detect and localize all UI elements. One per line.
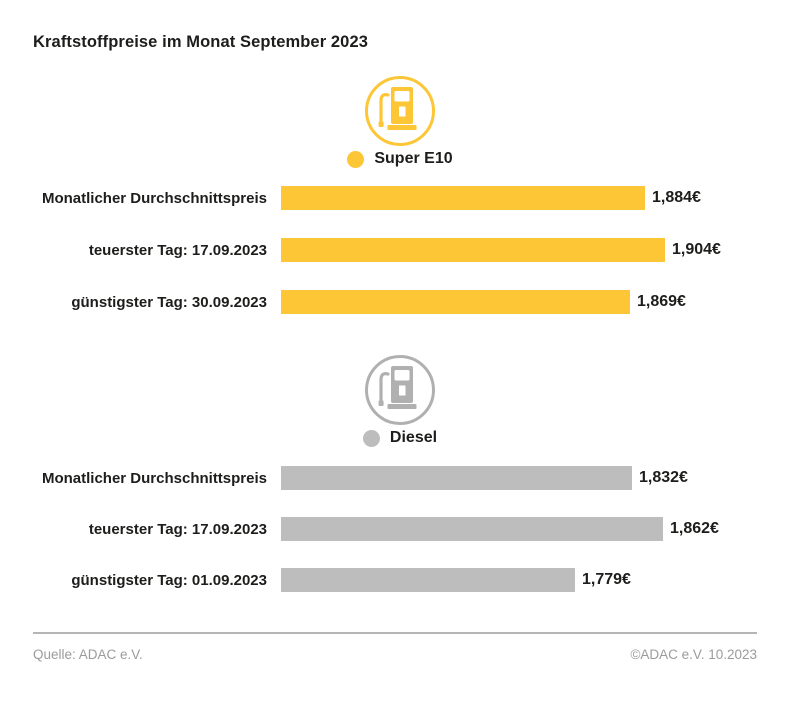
bar-value: 1,862€ (670, 520, 719, 537)
bar-label: teuerster Tag: 17.09.2023 (88, 241, 267, 259)
bar (281, 466, 632, 490)
legend-diesel: Diesel (362, 429, 438, 447)
fuel-pump-icon (364, 354, 436, 426)
bar-label: günstigster Tag: 01.09.2023 (71, 571, 267, 589)
fuel-pump-icon (365, 355, 435, 425)
bar-row: teuerster Tag: 17.09.2023 1,904€ (33, 238, 800, 262)
bar-label: teuerster Tag: 17.09.2023 (88, 520, 267, 538)
bar (281, 290, 630, 314)
bar-label: günstigster Tag: 30.09.2023 (71, 293, 267, 311)
bar-value: 1,904€ (672, 241, 721, 258)
fuel-pump-icon (364, 75, 436, 147)
bar-label: Monatlicher Durchschnittspreis (41, 469, 267, 487)
bar-rows: Monatlicher Durchschnittspreis 1,884€ teue… (33, 186, 800, 314)
source-credit: Quelle: ADAC e.V. (33, 647, 143, 662)
bar-value: 1,779€ (582, 571, 631, 588)
legend-dot (347, 150, 365, 168)
section-diesel: Diesel Monatlicher Durchschnittspreis 1,8… (0, 354, 800, 614)
bar-value: 1,832€ (639, 469, 688, 486)
bar (281, 568, 575, 592)
legend-label: Diesel (389, 429, 438, 446)
bar (281, 238, 665, 262)
bar-value: 1,884€ (652, 189, 701, 206)
section-super-e10: Super E10 Monatlicher Durchschnittspreis… (0, 75, 800, 339)
bar-rows: Monatlicher Durchschnittspreis 1,832€ teue… (33, 466, 800, 592)
footer-divider (33, 632, 757, 634)
bar (281, 186, 645, 210)
bar (281, 517, 663, 541)
bar-row: günstigster Tag: 01.09.2023 1,779€ (33, 568, 800, 592)
copyright-note: ©ADAC e.V. 10.2023 (630, 647, 757, 662)
bar-value: 1,869€ (637, 293, 686, 310)
legend-dot (362, 429, 380, 447)
legend-super-e10: Super E10 (347, 150, 453, 168)
bar-row: Monatlicher Durchschnittspreis 1,884€ (33, 186, 800, 210)
fuel-pump-icon (365, 76, 435, 146)
legend-label: Super E10 (374, 150, 453, 167)
bar-row: Monatlicher Durchschnittspreis 1,832€ (33, 466, 800, 490)
bar-row: teuerster Tag: 17.09.2023 1,862€ (33, 517, 800, 541)
page-title: Kraftstoffpreise im Monat September 2023 (33, 33, 369, 51)
bar-row: günstigster Tag: 30.09.2023 1,869€ (33, 290, 800, 314)
bar-label: Monatlicher Durchschnittspreis (41, 189, 267, 207)
